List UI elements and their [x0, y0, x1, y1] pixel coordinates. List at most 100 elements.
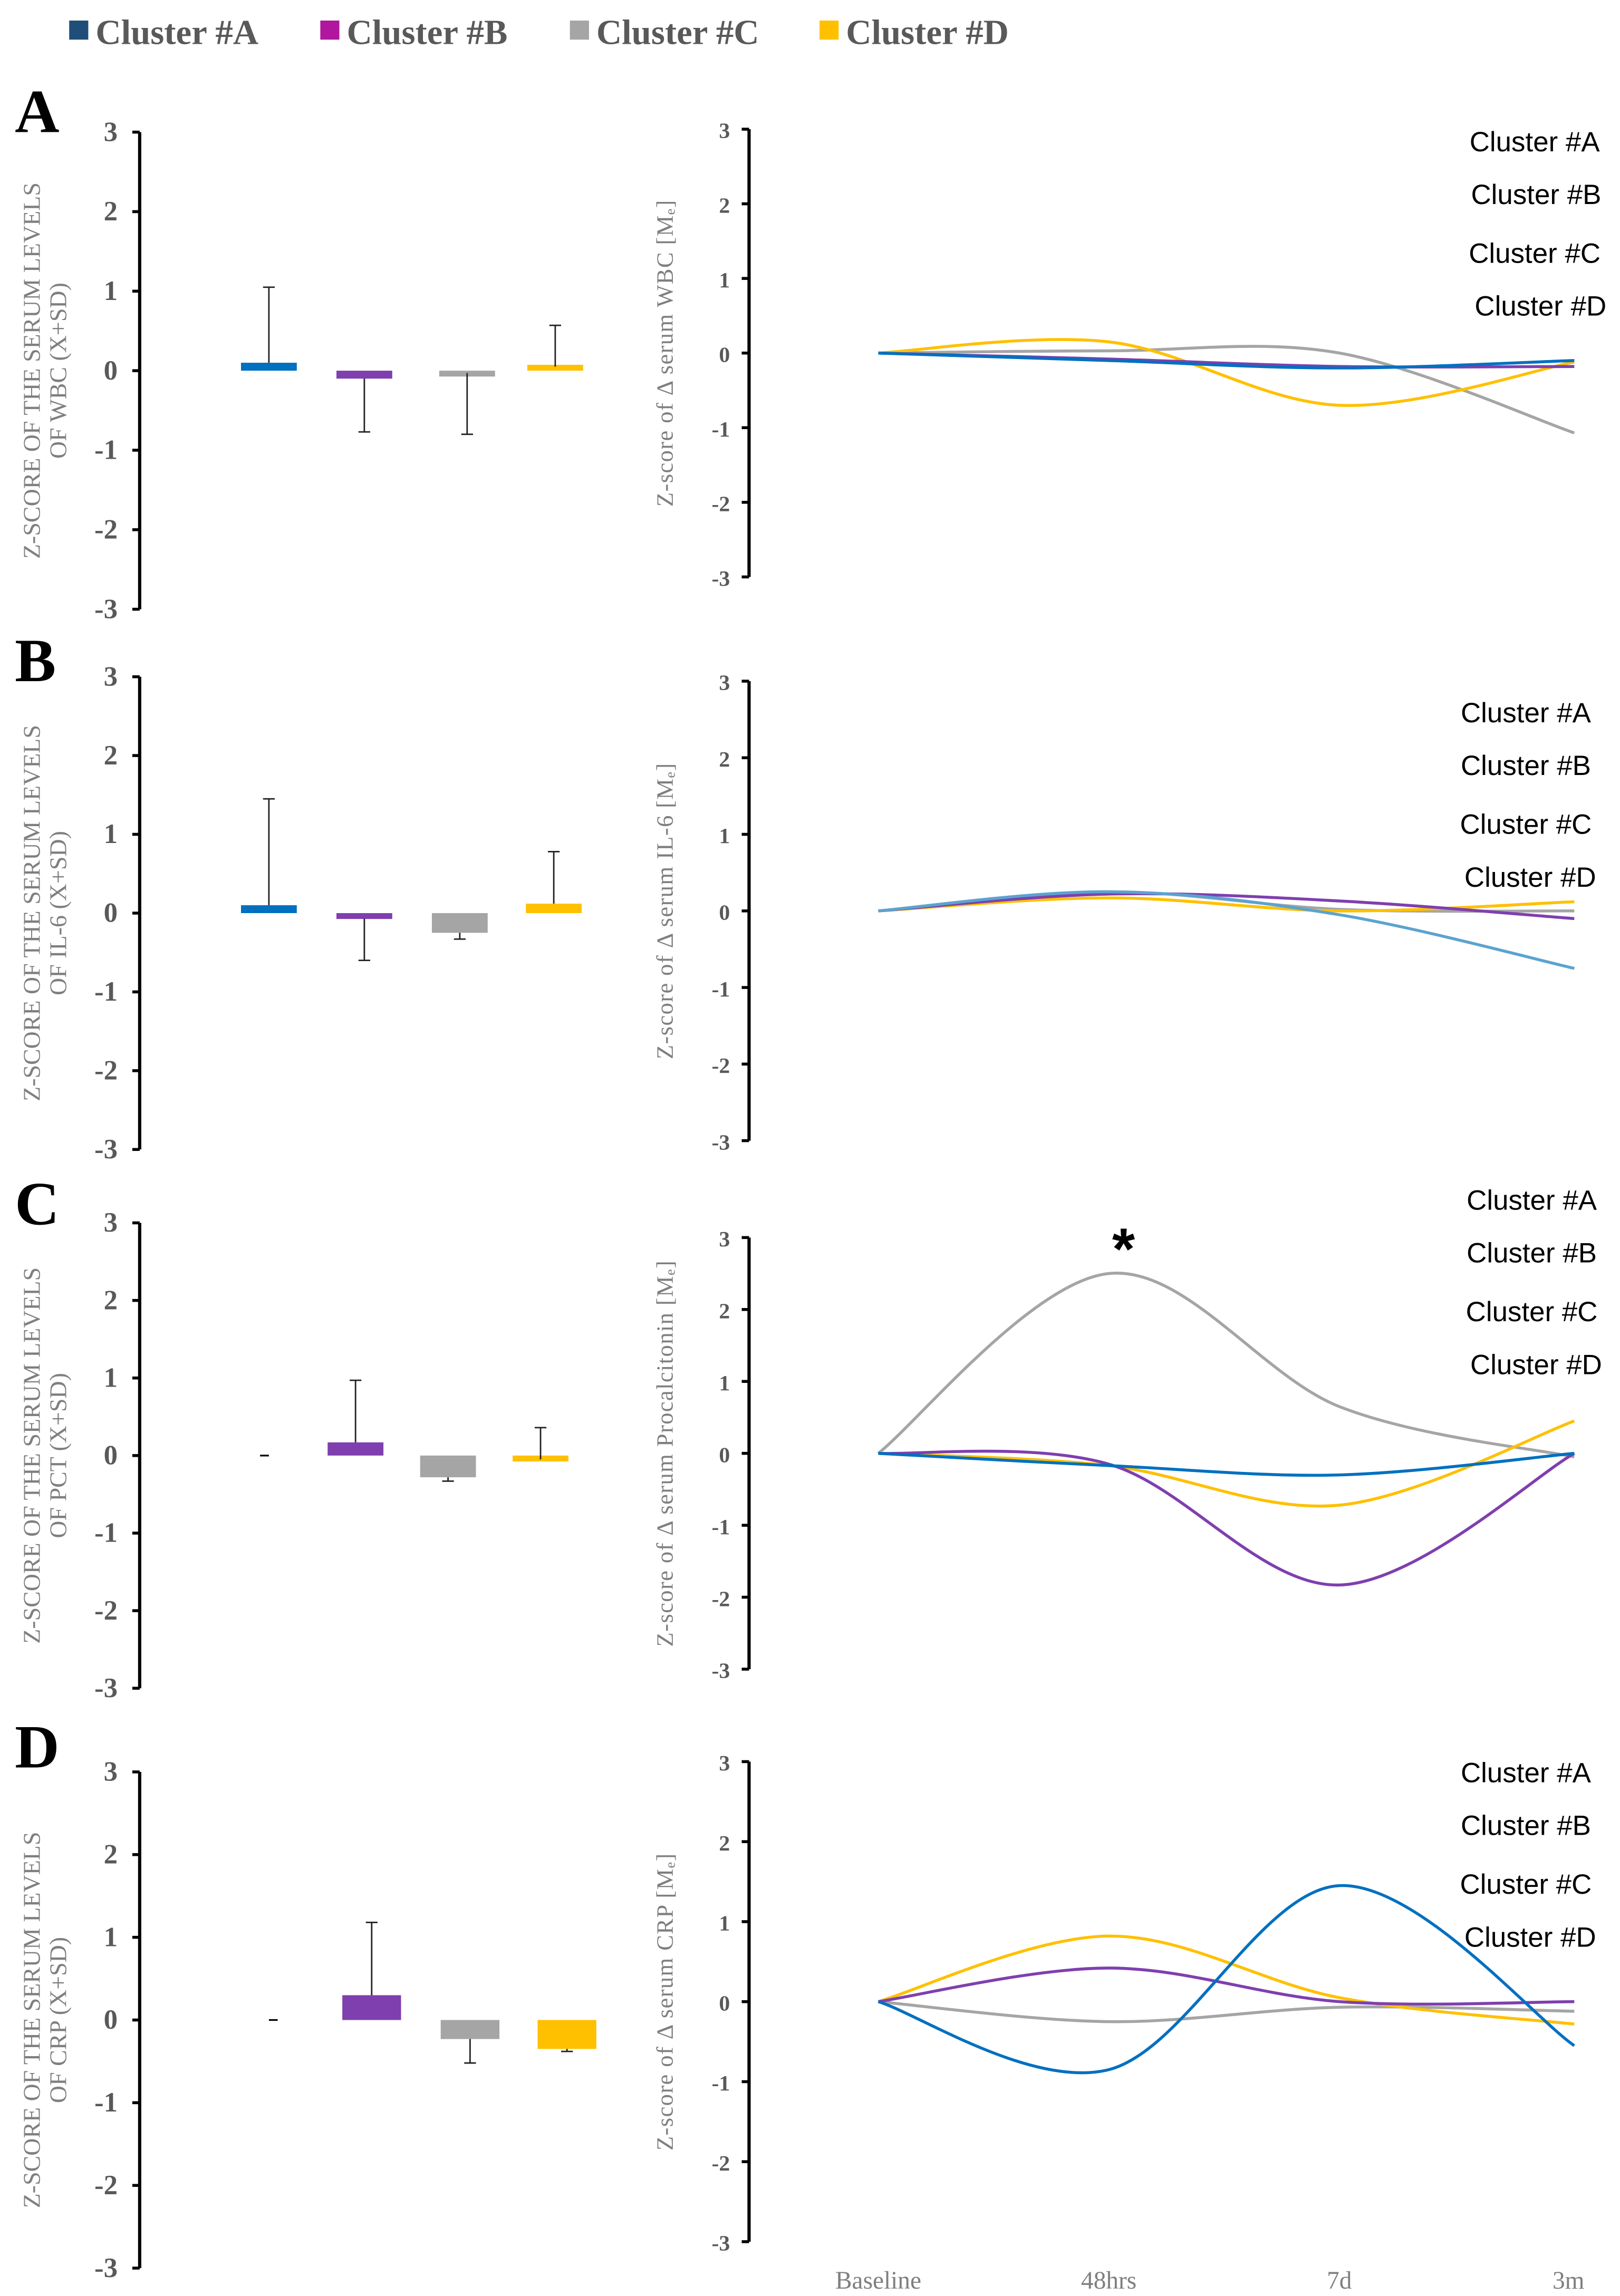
y-tick-label: -1 [711, 2071, 730, 2096]
bar-chart: 3 2 1 0 -1 -2 -3 Z-SCORE OF THE SERUM LEVELS OF … [18, 1757, 596, 2283]
series-label: Cluster #A [1461, 1757, 1592, 1788]
y-tick-label: -1 [94, 976, 118, 1007]
x-tick-label: Baseline [835, 2267, 921, 2294]
y-tick-label: 0 [719, 1991, 730, 2016]
y-tick-label: 1 [719, 268, 730, 293]
series-line-d [878, 896, 1575, 913]
panel-a: A 3 2 1 0 -1 -2 -3 Z-SCORE OF THE SERUM LEVELS OF… [15, 78, 1606, 625]
series-line-d [878, 338, 1575, 407]
bar-y-axis-label: Z-SCORE OF THE SERUM LEVELS [18, 1267, 45, 1644]
y-tick-label: -3 [94, 1673, 118, 1703]
panel-d: D 3 2 1 0 -1 -2 -3 Z-SCORE OF THE SERUM LEVELS OF… [15, 1713, 1596, 2295]
legend-swatch [819, 20, 839, 40]
bar-d [526, 904, 582, 913]
series-line-b [878, 892, 1575, 921]
bar-y-axis-label: Z-SCORE OF THE SERUM LEVELS [18, 725, 45, 1101]
significance-asterisk: * [1112, 1216, 1135, 1282]
panel-letter: D [15, 1713, 59, 1781]
x-tick-label: 48hrs [1081, 2267, 1136, 2294]
y-tick-label: 2 [719, 193, 730, 218]
y-tick-label: -1 [94, 1518, 118, 1548]
y-tick-label: 0 [104, 898, 118, 928]
y-tick-label: 1 [104, 819, 118, 849]
y-tick-label: 3 [104, 117, 118, 147]
legend-item: Cluster #D [819, 13, 1009, 52]
bar-d [537, 2020, 596, 2049]
y-tick-label: 1 [104, 1362, 118, 1393]
y-tick-label: 0 [719, 1443, 730, 1467]
bar-b [336, 371, 392, 379]
y-tick-label: -3 [711, 1130, 730, 1155]
bar-a [240, 363, 297, 371]
y-tick-label: 3 [719, 119, 730, 143]
y-tick-label: 1 [719, 1912, 730, 1936]
y-tick-label: 0 [719, 343, 730, 367]
legend-swatch [69, 20, 89, 40]
y-tick-label: -2 [711, 492, 730, 516]
y-tick-label: -2 [94, 514, 118, 545]
line-y-axis-label: Z-score of Δ serum IL-6 [Mₑ] [652, 762, 678, 1059]
line-chart: 3 2 1 0 -1 -2 -3 Z-score of Δ serum CRP [Mₑ] Clu… [652, 1751, 1596, 2294]
line-y-axis-label: Z-score of Δ serum WBC [Mₑ] [652, 199, 678, 507]
y-tick-label: 2 [104, 1839, 118, 1869]
bar-b [327, 1442, 384, 1456]
line-chart: 3 2 1 0 -1 -2 -3 Z-score of Δ serum IL-6 [Mₑ] Cl… [652, 671, 1596, 1155]
series-label: Cluster #A [1461, 697, 1592, 729]
series-label: Cluster #B [1461, 750, 1591, 781]
y-tick-label: -2 [711, 2152, 730, 2176]
x-tick-label: 7d [1327, 2267, 1352, 2294]
y-tick-label: 1 [719, 1371, 730, 1396]
bar-y-axis-label: Z-SCORE OF THE SERUM LEVELS [18, 182, 45, 559]
bar-chart: 3 2 1 0 -1 -2 -3 Z-SCORE OF THE SERUM LEVELS OF … [18, 117, 583, 624]
y-tick-label: -1 [711, 1515, 730, 1539]
y-tick-label: -2 [711, 1587, 730, 1611]
legend-label: Cluster #A [95, 13, 258, 52]
y-tick-label: -2 [94, 1595, 118, 1626]
series-label: Cluster #B [1471, 179, 1601, 210]
bar-y-axis-label: OF IL-6 (X+SD) [45, 831, 72, 995]
series-label: Cluster #D [1464, 862, 1596, 893]
series-label: Cluster #C [1469, 238, 1600, 269]
series-label: Cluster #C [1460, 1869, 1592, 1900]
series-line-c [878, 345, 1575, 434]
series-label: Cluster #D [1464, 1922, 1596, 1953]
bar-chart: 3 2 1 0 -1 -2 -3 Z-SCORE OF THE SERUM LEVELS OF … [18, 1207, 568, 1703]
series-line-a [878, 890, 1575, 970]
line-chart: 3 2 1 0 -1 -2 -3 Z-score of Δ serum WBC [Mₑ] Clu… [652, 119, 1607, 591]
legend-item: Cluster #B [320, 13, 507, 52]
legend-swatch [570, 20, 589, 40]
series-label: Cluster #B [1461, 1810, 1591, 1842]
y-tick-label: 3 [719, 1751, 730, 1776]
panel-letter: B [15, 627, 56, 695]
bar-chart: 3 2 1 0 -1 -2 -3 Z-SCORE OF THE SERUM LEVELS OF … [18, 661, 582, 1165]
y-tick-label: 0 [104, 1440, 118, 1471]
y-tick-label: -3 [94, 1134, 118, 1165]
series-label: Cluster #A [1467, 1185, 1597, 1216]
bar-y-axis-label: Z-SCORE OF THE SERUM LEVELS [18, 1832, 45, 2208]
series-line-a [878, 351, 1575, 370]
series-line-a [878, 1884, 1575, 2075]
line-chart: 3 2 1 0 -1 -2 -3 Z-score of Δ serum Procalciton… [652, 1185, 1602, 1683]
y-tick-label: -3 [94, 594, 118, 624]
series-label: Cluster #D [1474, 291, 1606, 322]
series-label: Cluster #C [1460, 809, 1592, 840]
y-tick-label: -1 [711, 418, 730, 442]
series-line-d [878, 1934, 1575, 2026]
y-tick-label: -1 [94, 2087, 118, 2118]
bar-a [240, 905, 297, 913]
y-tick-label: 1 [104, 1922, 118, 1952]
y-tick-label: 2 [719, 748, 730, 772]
legend-swatch [320, 20, 340, 40]
y-tick-label: -2 [94, 2170, 118, 2201]
bar-y-axis-label: OF PCT (X+SD) [45, 1373, 72, 1538]
y-tick-label: 3 [104, 1207, 118, 1238]
panel-letter: A [15, 78, 59, 146]
series-label: Cluster #C [1466, 1296, 1598, 1328]
legend-item: Cluster #A [69, 13, 258, 52]
y-tick-label: -3 [94, 2253, 118, 2283]
line-y-axis-label: Z-score of Δ serum Procalcitonin [Mₑ] [652, 1260, 678, 1647]
y-tick-label: 3 [719, 671, 730, 695]
x-tick-label: 3m [1552, 2267, 1585, 2294]
y-tick-label: 0 [104, 2004, 118, 2035]
